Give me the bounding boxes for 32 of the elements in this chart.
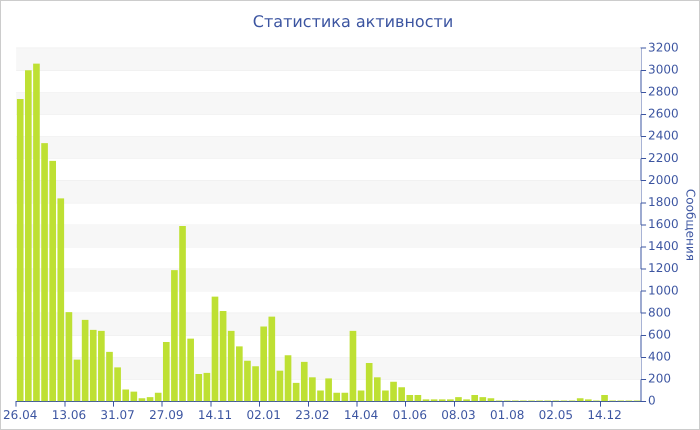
x-tick-label: 01.06 xyxy=(392,408,427,422)
x-tick-label: 27.09 xyxy=(149,408,184,422)
y-tick-label: 2200 xyxy=(648,150,679,165)
y-axis-title: Сообщения xyxy=(684,188,698,261)
x-tick-label: 14.04 xyxy=(344,408,378,422)
x-tick-label: 02.01 xyxy=(246,408,281,422)
x-tick-label: 13.06 xyxy=(52,408,86,422)
y-tick-label: 2800 xyxy=(648,84,679,98)
y-tick-label: 1400 xyxy=(648,239,679,254)
y-tick-label: 800 xyxy=(648,305,671,320)
y-tick-label: 3200 xyxy=(648,40,679,54)
y-tick-label: 600 xyxy=(648,327,671,342)
x-tick-label: 02.05 xyxy=(538,408,574,422)
x-tick-label: 08.03 xyxy=(441,408,476,422)
y-tick-label: 2400 xyxy=(648,128,679,143)
y-tick-label: 1800 xyxy=(648,194,679,209)
y-tick-label: 1600 xyxy=(648,217,679,232)
y-tick-label: 200 xyxy=(648,372,671,386)
x-tick-label: 14.12 xyxy=(587,408,622,422)
chart-title: Статистика активности xyxy=(252,12,454,31)
y-tick-label: 2000 xyxy=(648,172,679,187)
x-tick-label: 14.11 xyxy=(198,408,232,422)
y-tick-label: 2600 xyxy=(648,106,679,121)
y-tick-label: 400 xyxy=(648,350,671,364)
x-tick-label: 31.07 xyxy=(100,408,135,422)
y-tick-label: 1000 xyxy=(648,283,679,298)
x-tick-label: 23.02 xyxy=(295,408,330,422)
y-tick-label: 1200 xyxy=(648,261,679,276)
y-tick-label: 3000 xyxy=(648,62,679,76)
x-tick-label: 01.08 xyxy=(490,408,524,422)
x-tick-label: 26.04 xyxy=(3,408,38,422)
y-tick-label: 0 xyxy=(648,394,656,408)
